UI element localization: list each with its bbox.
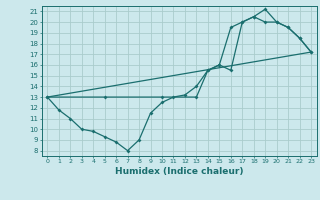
X-axis label: Humidex (Indice chaleur): Humidex (Indice chaleur): [115, 167, 244, 176]
